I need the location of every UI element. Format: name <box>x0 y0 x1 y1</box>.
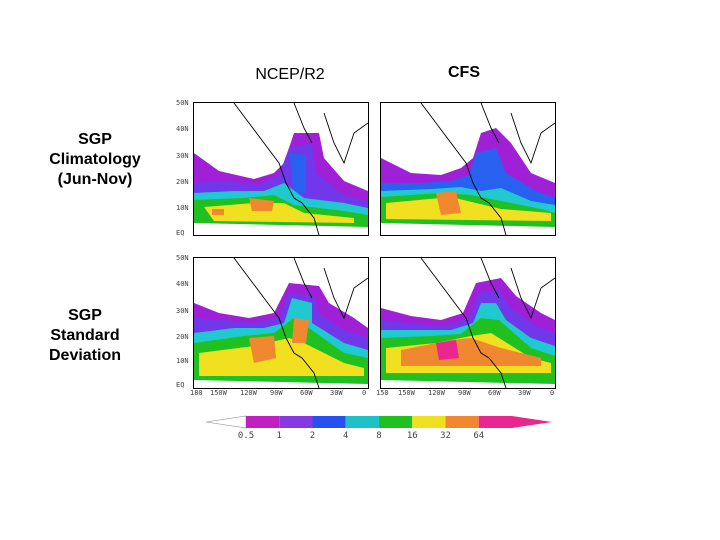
colorbar-swatch <box>445 416 479 428</box>
lon-tick: 30W <box>330 389 343 397</box>
lat-tick: 50N <box>176 254 189 262</box>
colorbar-tick-label: 2 <box>309 431 316 441</box>
lat-tick: 30N <box>176 152 189 160</box>
lat-tick: 40N <box>176 280 189 288</box>
lon-tick: 150W <box>210 389 227 397</box>
lon-tick: 120W <box>428 389 445 397</box>
lat-tick: 30N <box>176 307 189 315</box>
lon-tick: 90W <box>458 389 471 397</box>
lat-tick: 20N <box>176 178 189 186</box>
colorbar-tick-label: 4 <box>343 431 349 441</box>
colorbar-swatch <box>478 416 512 428</box>
lat-tick: 40N <box>176 125 189 133</box>
colorbar-tick-label: 1 <box>276 431 282 441</box>
lon-tick: 150 <box>376 389 389 397</box>
colorbar-swatch <box>345 416 379 428</box>
lat-tick: 50N <box>176 99 189 107</box>
map-ncep-std-dev <box>193 257 369 389</box>
lat-tick: 20N <box>176 333 189 341</box>
colorbar-low-arrow <box>206 415 247 429</box>
lon-tick: 120W <box>240 389 257 397</box>
colorbar-swatches <box>206 415 552 429</box>
row-label-line: Standard <box>50 327 120 344</box>
colorbar-swatch <box>246 416 280 428</box>
row-label-line: SGP <box>78 131 112 148</box>
colorbar-high-arrow <box>512 416 552 428</box>
colorbar-tick-label: 16 <box>406 431 418 441</box>
row-label-line: Deviation <box>48 347 121 364</box>
row-label-line: (Jun-Nov) <box>57 171 133 188</box>
lon-tick: 60W <box>300 389 313 397</box>
lat-tick: EQ <box>176 229 185 237</box>
map-ncep-climatology <box>193 102 369 236</box>
lat-tick: 10N <box>176 204 189 212</box>
colorbar-tick-label: 8 <box>376 431 382 441</box>
lon-tick: 150W <box>398 389 415 397</box>
row-label-line: SGP <box>68 307 102 324</box>
row-label-std-dev: SGP Standard Deviation <box>20 306 150 366</box>
colorbar-swatch <box>279 416 313 428</box>
lon-tick: 30W <box>518 389 531 397</box>
lon-tick: 0 <box>550 389 555 397</box>
map-cfs-std-dev <box>380 257 556 389</box>
lon-tick: 90W <box>270 389 283 397</box>
column-title-cfs: CFS <box>448 64 480 81</box>
colorbar-swatch <box>412 416 446 428</box>
colorbar-tick-label: 32 <box>440 431 451 441</box>
lat-tick: 10N <box>176 357 189 365</box>
row-label-line: Climatology <box>49 151 141 168</box>
lon-tick: 180 <box>190 389 203 397</box>
lon-tick: 60W <box>488 389 501 397</box>
colorbar-tick-label: 64 <box>473 431 485 441</box>
colorbar-tick-label: 0.5 <box>237 431 255 441</box>
colorbar-swatch <box>312 416 346 428</box>
column-title-ncep: NCEP/R2 <box>255 66 325 83</box>
map-cfs-climatology <box>380 102 556 236</box>
lon-tick: 0 <box>362 389 367 397</box>
lat-tick: EQ <box>176 381 185 389</box>
colorbar-swatch <box>379 416 413 428</box>
row-label-climatology: SGP Climatology (Jun-Nov) <box>30 130 160 190</box>
colorbar <box>206 415 552 429</box>
